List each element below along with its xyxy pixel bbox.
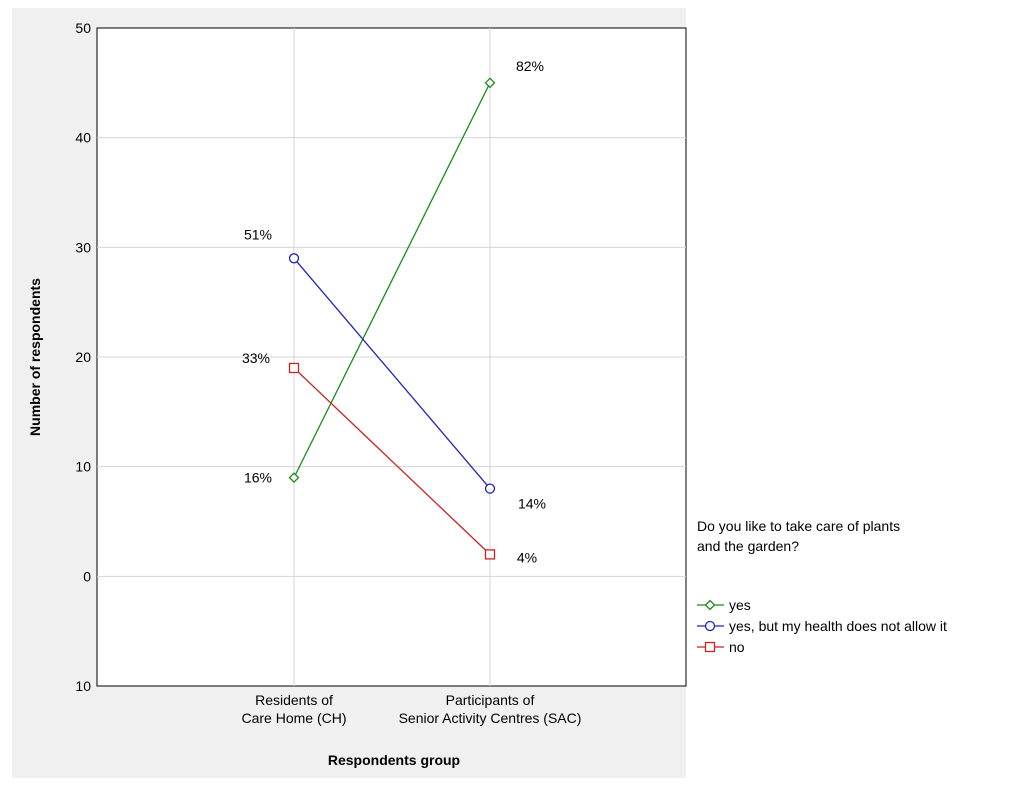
- y-tick-label: 50: [75, 20, 91, 36]
- y-axis-ticks: 10 0 10 20 30 40 50: [75, 20, 91, 694]
- legend-title: Do you like to take care of plants: [697, 518, 900, 534]
- point-marker: [288, 253, 300, 264]
- point-marker: [484, 549, 496, 560]
- series-line: [293, 82, 491, 478]
- legend-title: and the garden?: [697, 538, 799, 554]
- y-tick-label: 10: [75, 459, 91, 475]
- data-label: 4%: [517, 549, 537, 565]
- point-marker: [288, 362, 300, 374]
- legend: Do you like to take care of plants and th…: [697, 518, 947, 655]
- y-tick-label: 0: [83, 568, 91, 584]
- y-tick-label: 10: [75, 678, 91, 694]
- y-tick-label: 30: [75, 239, 91, 255]
- x-category-label: Senior Activity Centres (SAC): [399, 710, 582, 726]
- series-line: [293, 367, 491, 555]
- data-label: 14%: [518, 496, 546, 512]
- point-marker: [704, 620, 716, 632]
- x-category-label: Participants of: [446, 692, 535, 708]
- grid-lines: [97, 28, 686, 686]
- legend-label: no: [729, 639, 745, 655]
- y-axis-label: Number of respondents: [27, 278, 43, 436]
- data-label: 16%: [244, 470, 272, 486]
- point-marker: [484, 77, 496, 89]
- x-category-label: Residents of: [255, 692, 333, 708]
- y-tick-label: 40: [75, 130, 91, 146]
- x-axis-categories: Residents of Care Home (CH) Participants o…: [241, 692, 581, 726]
- series-1: 51% 14%: [244, 226, 546, 511]
- legend-item: yes: [697, 597, 751, 613]
- data-label: 51%: [244, 226, 272, 242]
- legend-item: no: [697, 639, 745, 655]
- series-0: 16% 82%: [244, 58, 544, 486]
- x-axis-label: Respondents group: [328, 752, 460, 768]
- legend-label: yes: [729, 597, 751, 613]
- legend-label: yes, but my health does not allow it: [729, 618, 947, 634]
- data-label: 33%: [242, 350, 270, 366]
- data-label: 82%: [516, 58, 544, 74]
- point-marker: [484, 483, 496, 494]
- point-marker: [288, 472, 300, 484]
- series-2: 33% 4%: [242, 350, 537, 565]
- point-marker: [704, 641, 716, 653]
- point-marker: [704, 599, 716, 611]
- legend-item: yes, but my health does not allow it: [697, 618, 947, 634]
- y-tick-label: 20: [75, 349, 91, 365]
- x-category-label: Care Home (CH): [241, 710, 346, 726]
- series-line: [293, 257, 491, 490]
- series-group: 16% 82% 51% 14% 33% 4%: [242, 58, 546, 566]
